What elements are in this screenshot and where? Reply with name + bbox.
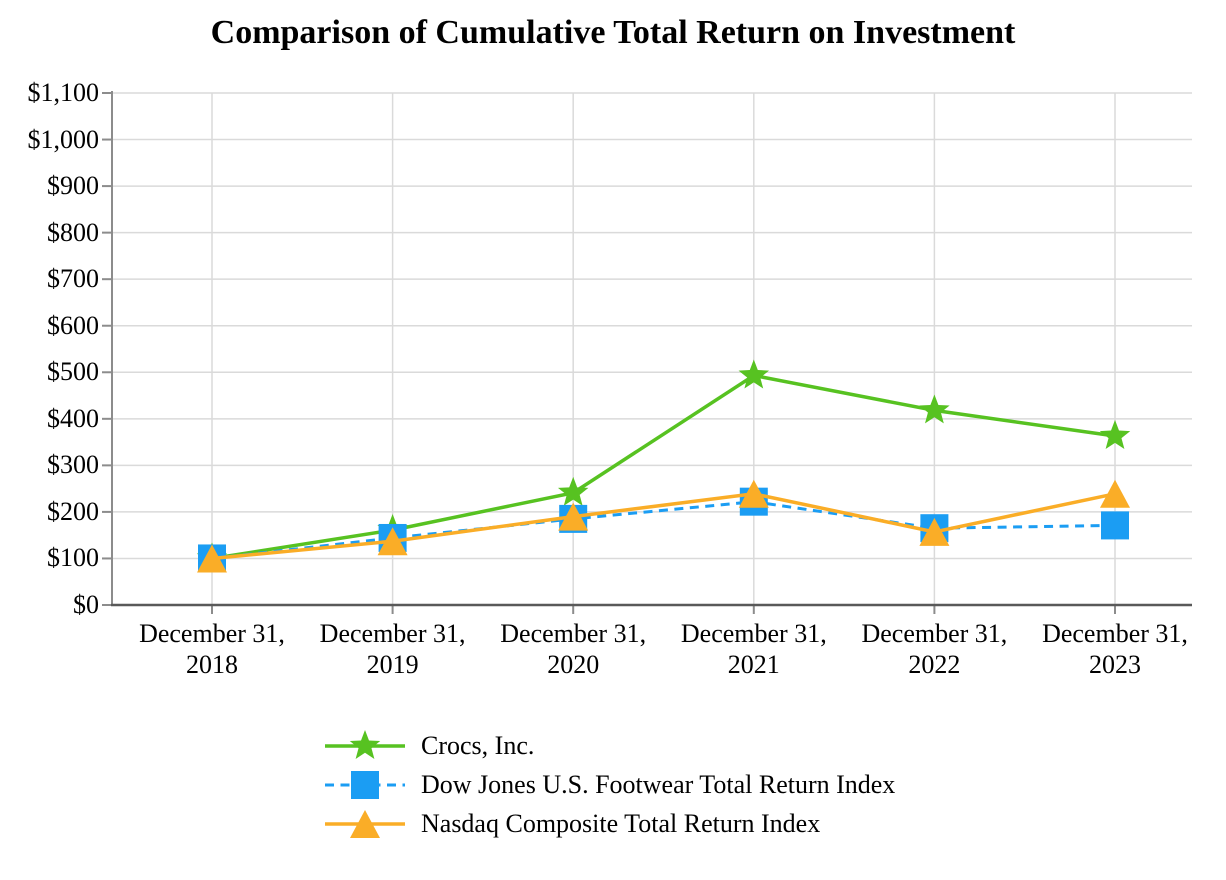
triangle-marker-icon bbox=[738, 479, 769, 508]
triangle-marker-icon bbox=[350, 809, 380, 838]
star-marker-icon bbox=[919, 394, 950, 424]
legend-item-nasdaq-composite: Nasdaq Composite Total Return Index bbox=[323, 804, 895, 843]
square-marker-icon bbox=[1101, 511, 1129, 540]
triangle-marker-icon bbox=[1100, 479, 1130, 508]
legend-label: Crocs, Inc. bbox=[421, 730, 535, 760]
square-marker-icon bbox=[351, 770, 379, 799]
star-marker-icon bbox=[738, 359, 770, 389]
legend-label: Dow Jones U.S. Footwear Total Return Ind… bbox=[421, 769, 896, 799]
legend-item-crocs: Crocs, Inc. bbox=[323, 726, 895, 765]
star-marker-icon bbox=[349, 729, 381, 759]
legend-item-dow-jones-footwear: Dow Jones U.S. Footwear Total Return Ind… bbox=[323, 765, 895, 804]
triangle-marker-icon bbox=[919, 517, 950, 546]
legend: Crocs, Inc. Dow Jones U.S. Footwear Tota… bbox=[323, 726, 895, 843]
triangle-marker-icon bbox=[558, 502, 589, 531]
series-line-2 bbox=[211, 492, 1116, 561]
legend-label: Nasdaq Composite Total Return Index bbox=[421, 808, 821, 838]
triangle-marker-icon bbox=[325, 809, 405, 838]
chart-title: Comparison of Cumulative Total Return on… bbox=[210, 14, 1016, 51]
square-marker-icon bbox=[325, 770, 405, 799]
star-marker-icon bbox=[557, 476, 589, 506]
star-marker-icon bbox=[1099, 420, 1131, 449]
series-line-0 bbox=[211, 373, 1116, 561]
star-marker-icon bbox=[325, 729, 405, 759]
triangle-marker-icon bbox=[197, 544, 227, 573]
triangle-marker-icon bbox=[377, 527, 408, 556]
series-line-1 bbox=[211, 500, 1116, 560]
